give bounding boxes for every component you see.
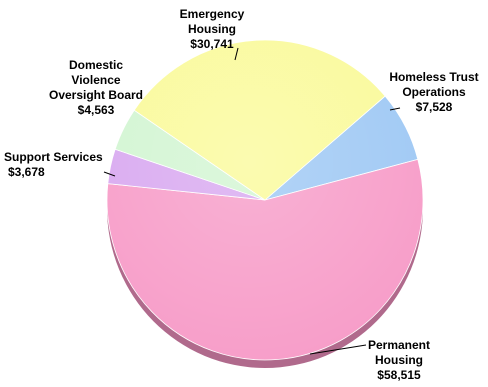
label-domestic-violence-oversight-board: Domestic Violence Oversight Board $4,563: [48, 58, 144, 117]
label-support-services: Support Services $3,678: [4, 150, 103, 179]
leader-permanent-housing: [309, 344, 367, 355]
label-permanent-housing: Permanent Housing $58,515: [367, 338, 431, 382]
label-homeless-trust-operations: Homeless Trust Operations $7,528: [389, 70, 479, 114]
leader-homeless-trust-operations: [389, 107, 401, 111]
leader-emergency-housing: [234, 47, 239, 61]
pie-gloss: [107, 40, 423, 360]
leader-support-services: [103, 171, 116, 177]
label-emergency-housing: Emergency Housing $30,741: [179, 7, 245, 51]
